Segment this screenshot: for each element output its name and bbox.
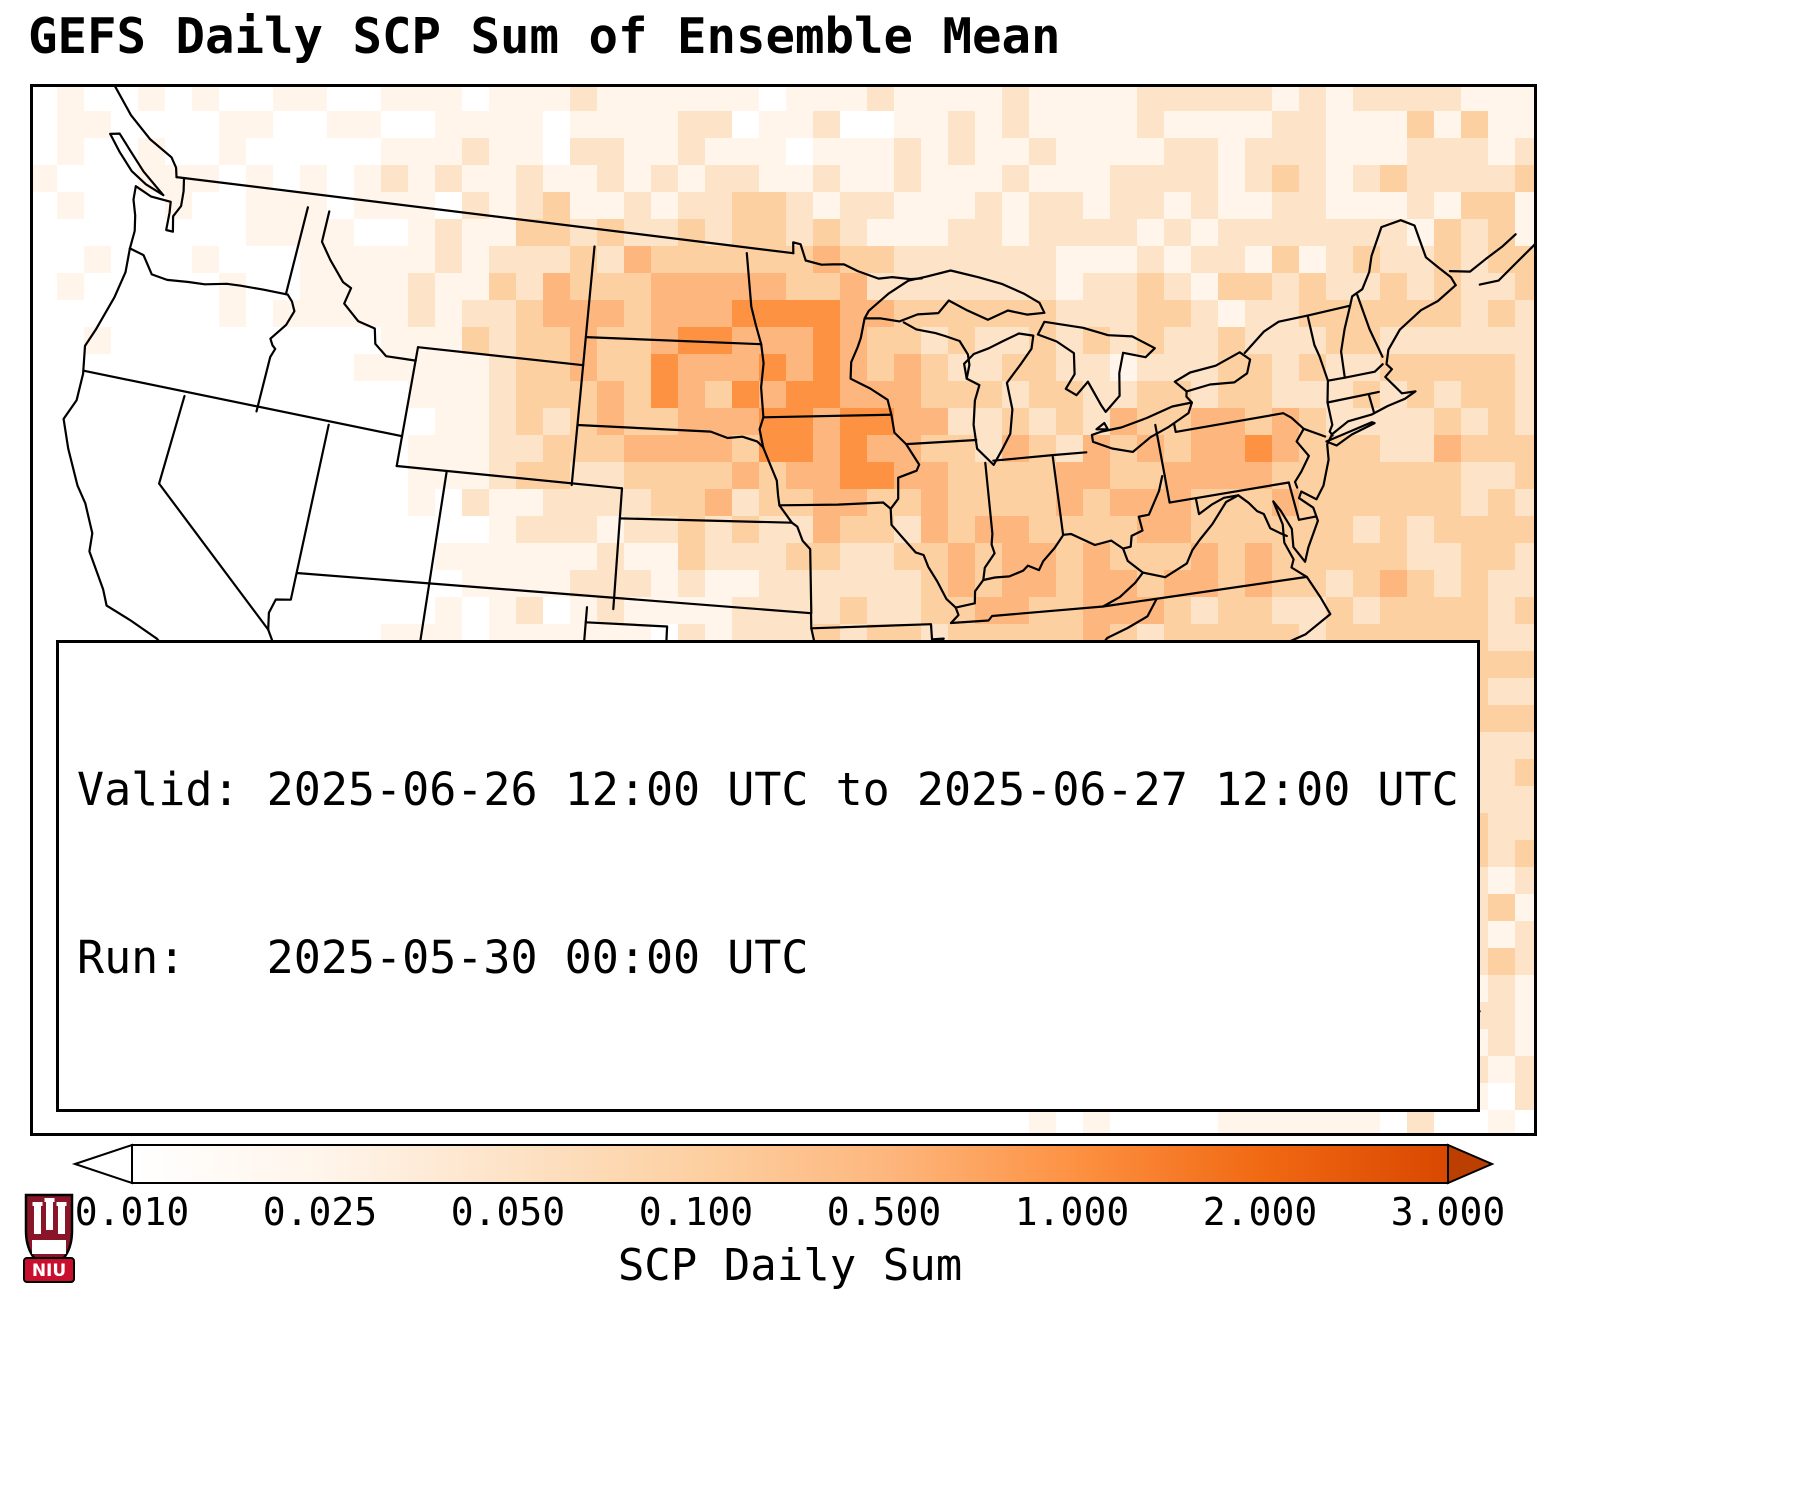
figure-title: GEFS Daily SCP Sum of Ensemble Mean	[28, 8, 1061, 65]
logo-banner	[23, 1257, 75, 1283]
logo-text: NIU	[32, 1261, 66, 1281]
colorbar-tick: 0.100	[638, 1190, 754, 1234]
map-region: Valid: 2025-06-26 12:00 UTC to 2025-06-2…	[30, 84, 1537, 1136]
colorbar-tick: 0.025	[262, 1190, 378, 1234]
niu-logo: NIU	[23, 1193, 75, 1283]
colorbar-gradient-bar	[131, 1144, 1449, 1184]
colorbar-over-arrow	[1447, 1143, 1495, 1185]
colorbar-tick: 2.000	[1202, 1190, 1318, 1234]
colorbar-under-arrow	[71, 1143, 133, 1185]
colorbar-tick: 1.000	[1014, 1190, 1130, 1234]
logo-castle-tower	[46, 1202, 53, 1230]
colorbar-label: SCP Daily Sum	[617, 1240, 963, 1291]
logo-castle-tower	[34, 1206, 41, 1234]
colorbar-ticks: 0.010 0.025 0.050 0.100 0.500 1.000 2.00…	[75, 1190, 1505, 1236]
colorbar	[71, 1143, 1495, 1185]
run-text: Run: 2025-05-30 00:00 UTC	[77, 931, 809, 985]
colorbar-tick: 0.010	[74, 1190, 190, 1234]
valid-run-box: Valid: 2025-06-26 12:00 UTC to 2025-06-2…	[56, 640, 1480, 1112]
logo-castle-tower	[58, 1206, 65, 1234]
colorbar-tick: 0.500	[826, 1190, 942, 1234]
valid-text: Valid: 2025-06-26 12:00 UTC to 2025-06-2…	[77, 762, 1459, 816]
colorbar-tick: 3.000	[1390, 1190, 1506, 1234]
map-frame-border	[30, 84, 1537, 1136]
colorbar-tick: 0.050	[450, 1190, 566, 1234]
